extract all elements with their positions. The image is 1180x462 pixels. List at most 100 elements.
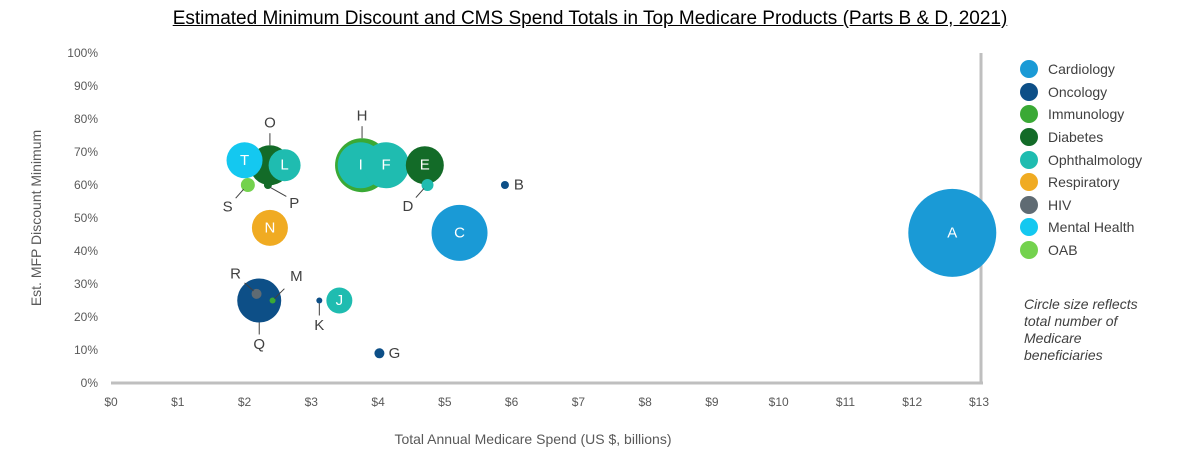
bubble-label-k: K xyxy=(314,317,324,334)
legend-label: Mental Health xyxy=(1048,219,1135,236)
legend-item: HIV xyxy=(1020,194,1142,217)
legend-label: Ophthalmology xyxy=(1048,151,1143,168)
bubble-e xyxy=(405,146,444,185)
y-tick-label: 40% xyxy=(74,244,98,258)
legend-label: HIV xyxy=(1048,196,1072,213)
bubble-label-i: I xyxy=(359,157,363,174)
legend-label: Oncology xyxy=(1048,83,1108,100)
legend-label: Immunology xyxy=(1048,106,1125,123)
bubble-label-h: H xyxy=(357,108,368,125)
legend-swatch xyxy=(1020,195,1038,214)
x-tick-label: $3 xyxy=(305,395,319,409)
x-tick-label: $1 xyxy=(171,395,185,409)
x-tick-label: $9 xyxy=(705,395,719,409)
legend-swatch xyxy=(1020,218,1038,237)
y-tick-label: 70% xyxy=(74,145,98,159)
bubble-label-r: R xyxy=(230,265,241,282)
bubble-label-f: F xyxy=(382,157,391,174)
bubble-label-j: J xyxy=(336,292,344,309)
y-tick-label: 0% xyxy=(81,376,99,390)
legend-swatch xyxy=(1020,241,1038,260)
bubble-label-a: A xyxy=(947,224,957,241)
legend-item: Immunology xyxy=(1020,103,1142,126)
bubble-s xyxy=(240,178,255,192)
bubble-label-g: G xyxy=(389,345,401,362)
y-tick-label: 10% xyxy=(74,343,98,357)
bubble-label-p: P xyxy=(289,195,299,212)
leader-line-s xyxy=(235,188,245,199)
bubble-label-c: C xyxy=(454,224,465,241)
y-tick-label: 100% xyxy=(67,46,98,60)
x-tick-label: $10 xyxy=(769,395,789,409)
legend-swatch xyxy=(1020,82,1038,101)
bubble-d xyxy=(421,179,434,191)
bubble-label-t: T xyxy=(240,152,249,169)
legend-swatch xyxy=(1020,60,1038,79)
legend-item: Diabetes xyxy=(1020,126,1142,149)
bubble-label-b: B xyxy=(514,177,524,194)
legend-item: Ophthalmology xyxy=(1020,148,1142,171)
bubble-label-q: Q xyxy=(253,336,265,353)
bubble-label-e: E xyxy=(420,157,430,174)
size-note: Circle size reflects total number of Med… xyxy=(1024,296,1138,363)
bubble-label-l: L xyxy=(280,157,288,174)
legend-label: OAB xyxy=(1048,242,1078,259)
x-tick-label: $11 xyxy=(836,395,855,409)
x-tick-label: $7 xyxy=(572,395,586,409)
bubble-label-m: M xyxy=(290,268,303,285)
x-tick-label: $4 xyxy=(371,395,385,409)
legend-item: Mental Health xyxy=(1020,216,1142,239)
bubble-n xyxy=(251,209,288,246)
legend-label: Diabetes xyxy=(1048,129,1104,146)
bubble-t xyxy=(226,142,263,179)
y-tick-label: 60% xyxy=(74,178,98,192)
y-axis-label: Est. MFP Discount Minimum xyxy=(28,130,44,306)
y-tick-label: 50% xyxy=(74,211,98,225)
y-tick-label: 30% xyxy=(74,277,98,291)
leader-line-p xyxy=(270,186,287,197)
bubble-c xyxy=(431,204,488,261)
bubble-f xyxy=(363,142,410,189)
bubble-g xyxy=(374,348,385,359)
bubble-label-n: N xyxy=(264,219,275,236)
legend-item: Oncology xyxy=(1020,81,1142,104)
x-tick-label: $2 xyxy=(238,395,252,409)
y-tick-label: 90% xyxy=(74,79,98,93)
bubble-j xyxy=(326,287,353,314)
bubble-m xyxy=(269,297,276,304)
x-axis-label: Total Annual Medicare Spend (US $, billi… xyxy=(394,431,671,447)
bubble-label-o: O xyxy=(264,115,276,132)
x-tick-label: $5 xyxy=(438,395,452,409)
bubble-label-d: D xyxy=(402,198,413,215)
legend-item: Cardiology xyxy=(1020,58,1142,81)
leader-line-d xyxy=(415,188,425,198)
legend-swatch xyxy=(1020,105,1038,124)
leader-line-r xyxy=(244,282,254,292)
y-tick-label: 80% xyxy=(74,112,98,126)
legend-item: OAB xyxy=(1020,239,1142,262)
x-tick-label: $13 xyxy=(969,395,989,409)
legend-swatch xyxy=(1020,150,1038,169)
x-tick-label: $0 xyxy=(104,395,118,409)
legend-label: Cardiology xyxy=(1048,61,1115,78)
x-tick-label: $8 xyxy=(638,395,652,409)
legend-swatch xyxy=(1020,173,1038,192)
y-tick-label: 20% xyxy=(74,310,98,324)
bubble-r xyxy=(251,288,262,299)
legend: Cardiology Oncology Immunology Diabetes Opht… xyxy=(1020,58,1142,261)
bubble-p xyxy=(263,181,272,189)
bubble-k xyxy=(316,297,323,304)
legend-item: Respiratory xyxy=(1020,171,1142,194)
legend-label: Respiratory xyxy=(1048,174,1120,191)
bubble-l xyxy=(268,149,301,182)
bubble-label-s: S xyxy=(223,199,233,216)
bubble-q xyxy=(237,278,282,323)
chart-title: Estimated Minimum Discount and CMS Spend… xyxy=(172,8,1008,29)
x-tick-label: $6 xyxy=(505,395,519,409)
legend-swatch xyxy=(1020,128,1038,147)
bubble-b xyxy=(500,181,509,189)
x-tick-label: $12 xyxy=(902,395,922,409)
leader-line-m xyxy=(274,288,285,300)
bubble-a xyxy=(908,188,997,277)
